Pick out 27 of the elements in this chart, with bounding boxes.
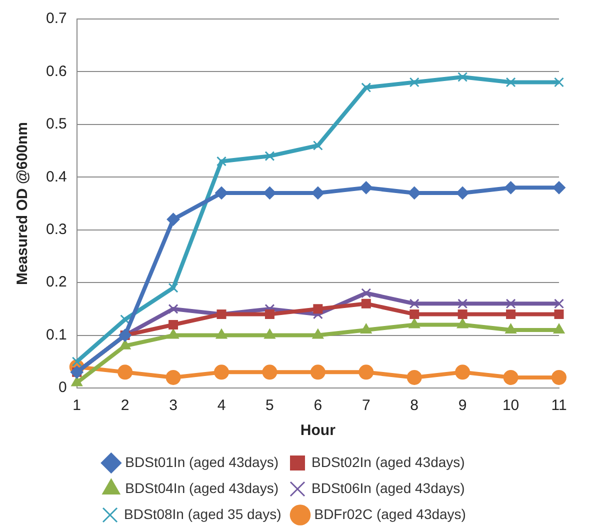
x-axis-title: Hour bbox=[300, 422, 336, 440]
legend-label: BDSt08In (aged 35 days) bbox=[124, 506, 282, 522]
x-tick-label: 10 bbox=[502, 397, 520, 414]
y-tick-label: 0.6 bbox=[46, 62, 67, 80]
y-tick-label: 0.3 bbox=[46, 221, 67, 238]
x-tick-label: 9 bbox=[458, 397, 467, 414]
legend-label: BDSt01In (aged 43days) bbox=[125, 454, 279, 470]
y-tick-label: 0.5 bbox=[46, 116, 67, 133]
x-tick-label: 5 bbox=[266, 397, 274, 414]
y-tick-label: 0.4 bbox=[46, 168, 67, 186]
x-tick-label: 1 bbox=[72, 397, 82, 414]
x-tick-label: 4 bbox=[217, 397, 226, 414]
y-tick-label: 0.7 bbox=[46, 10, 67, 28]
legend-label: BDSt06In (aged 43days) bbox=[312, 480, 465, 496]
x-tick-label: 6 bbox=[314, 397, 322, 414]
legend-label: BDFr02C (aged 43days) bbox=[314, 506, 466, 522]
x-tick-label: 2 bbox=[120, 397, 130, 414]
y-tick-label: 0.2 bbox=[46, 274, 67, 291]
y-axis-title: Measured OD @600nm bbox=[14, 122, 32, 286]
legend-label: BDSt02In (aged 43days) bbox=[312, 454, 465, 470]
legend-label: BDSt04In (aged 43days) bbox=[125, 480, 279, 496]
y-tick-label: 0 bbox=[58, 379, 67, 396]
x-tick-label: 11 bbox=[551, 397, 567, 414]
x-tick-label: 8 bbox=[410, 397, 419, 414]
x-tick-label: 7 bbox=[362, 397, 370, 414]
y-tick-label: 0.1 bbox=[46, 326, 67, 344]
x-tick-label: 3 bbox=[169, 397, 178, 414]
